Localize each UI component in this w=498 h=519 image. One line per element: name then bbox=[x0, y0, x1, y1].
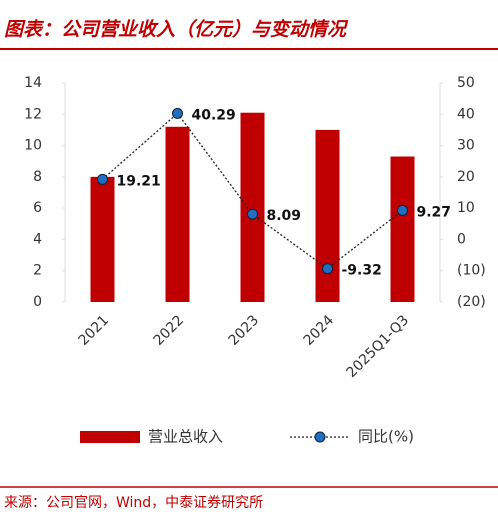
y2-tick-label: 0 bbox=[457, 231, 466, 247]
y2-tick-label: (20) bbox=[457, 294, 486, 310]
value-label: 40.29 bbox=[192, 107, 236, 123]
legend-swatch bbox=[80, 431, 140, 443]
value-label: 8.09 bbox=[267, 208, 302, 224]
value-label: -9.32 bbox=[342, 263, 382, 279]
bar bbox=[165, 126, 190, 302]
y2-tick-label: 30 bbox=[457, 138, 475, 154]
line-marker bbox=[172, 107, 183, 119]
legend-marker bbox=[314, 431, 326, 443]
x-tick-label: 2024 bbox=[301, 312, 338, 349]
y-tick-label: 10 bbox=[24, 138, 42, 154]
y-tick-label: 6 bbox=[33, 200, 42, 216]
y2-tick-label: 50 bbox=[457, 75, 475, 91]
line-marker bbox=[397, 204, 408, 216]
x-tick-label: 2022 bbox=[151, 312, 188, 349]
y-tick-label: 0 bbox=[33, 294, 42, 310]
chart-title: 图表：公司营业收入（亿元）与变动情况 bbox=[4, 19, 349, 41]
y-tick-label: 8 bbox=[33, 169, 42, 185]
y2-tick-label: 10 bbox=[457, 200, 475, 216]
line-marker bbox=[97, 173, 108, 185]
y-tick-label: 12 bbox=[24, 106, 42, 122]
bar bbox=[90, 176, 115, 302]
line-marker bbox=[247, 208, 258, 220]
x-tick-label: 2023 bbox=[226, 312, 263, 349]
y2-tick-label: 40 bbox=[457, 106, 475, 122]
value-label: 19.21 bbox=[117, 173, 161, 189]
y2-tick-label: (10) bbox=[457, 263, 486, 279]
y-tick-label: 2 bbox=[33, 263, 42, 279]
y-tick-label: 4 bbox=[33, 231, 42, 247]
source: 来源：公司官网，Wind，中泰证券研究所 bbox=[4, 495, 263, 511]
value-label: 9.27 bbox=[417, 204, 452, 220]
x-tick-label: 2021 bbox=[76, 312, 113, 349]
legend-label: 营业总收入 bbox=[148, 428, 223, 446]
x-tick-label: 2025Q1-Q3 bbox=[344, 312, 413, 381]
bar bbox=[390, 156, 415, 302]
y2-tick-label: 20 bbox=[457, 169, 475, 185]
y-tick-label: 14 bbox=[24, 75, 42, 91]
line-marker bbox=[322, 263, 333, 275]
bar bbox=[315, 129, 340, 302]
legend-label: 同比(%) bbox=[358, 428, 414, 446]
bar bbox=[240, 112, 265, 302]
